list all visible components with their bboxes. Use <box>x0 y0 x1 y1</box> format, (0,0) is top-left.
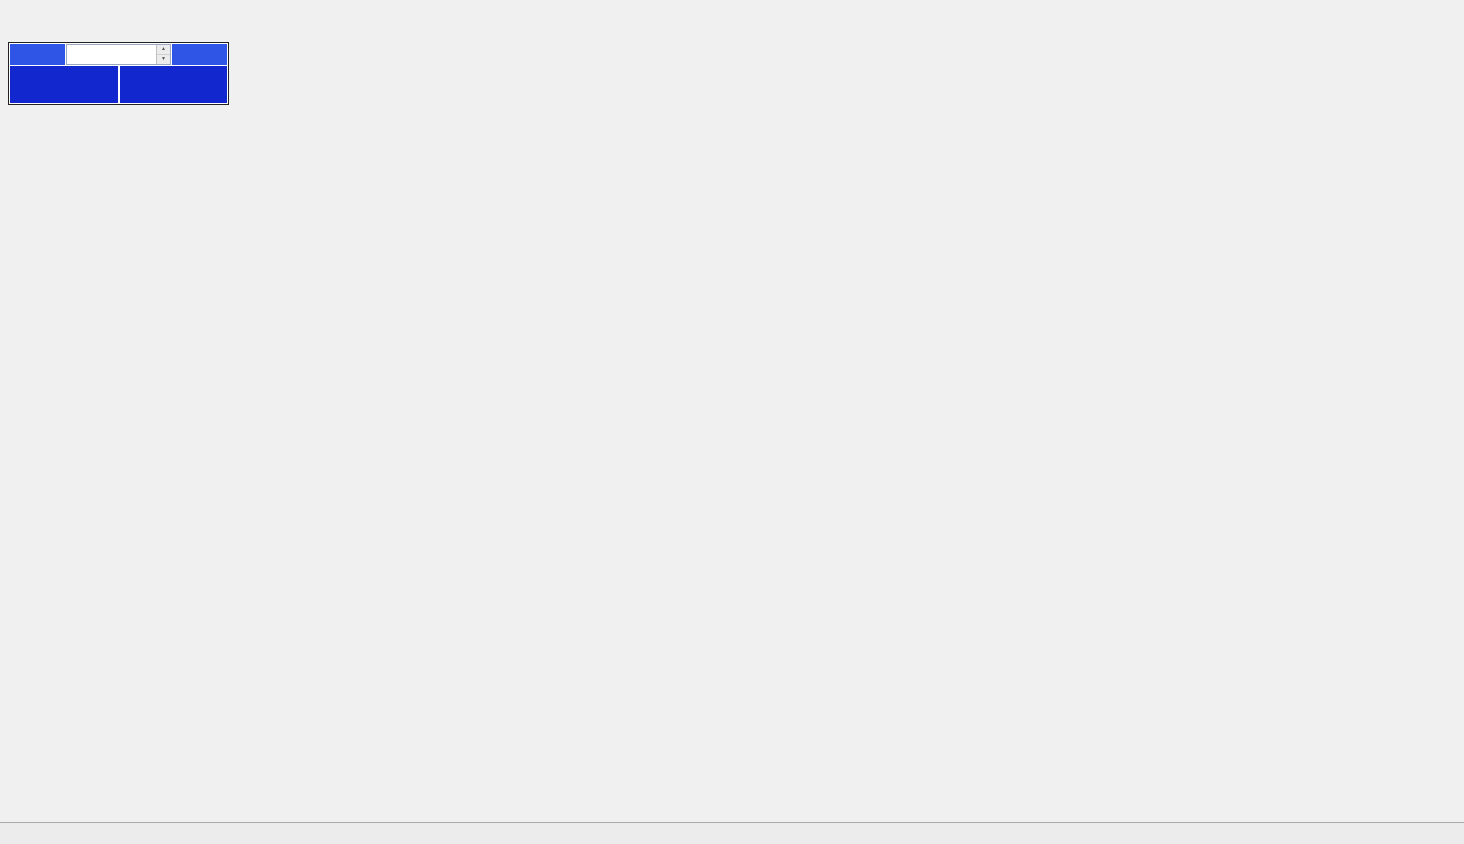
buy-price-button[interactable] <box>119 66 227 103</box>
volume-value[interactable] <box>67 45 156 64</box>
sell-price-button[interactable] <box>10 66 118 103</box>
buy-button[interactable] <box>172 44 227 65</box>
macd-indicator-label <box>10 566 21 578</box>
volume-increase-icon[interactable]: ▲ <box>157 45 170 55</box>
volume-spinner: ▲ ▼ <box>156 45 170 64</box>
timeframe-toolbar <box>0 0 1464 15</box>
one-click-trade-panel: ▲ ▼ <box>8 42 229 105</box>
chart-tab-bar <box>0 822 1464 844</box>
rsi-indicator-label <box>10 671 16 683</box>
volume-input[interactable]: ▲ ▼ <box>66 44 171 65</box>
sell-button[interactable] <box>10 44 65 65</box>
volume-decrease-icon[interactable]: ▼ <box>157 55 170 64</box>
